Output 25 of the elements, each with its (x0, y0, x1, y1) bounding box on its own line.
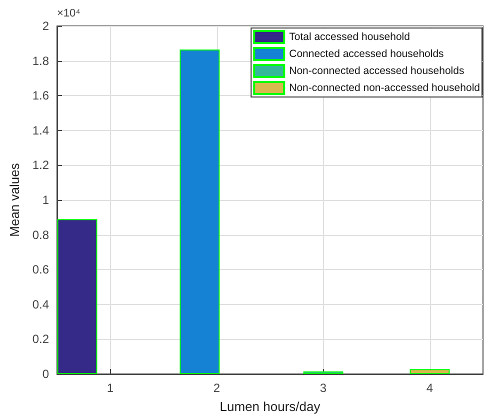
legend-label: Connected accessed households (289, 48, 444, 60)
y-tick-label: 1 (42, 193, 50, 207)
y-tick-label: 0 (42, 367, 50, 381)
y-tick-label: 0.6 (32, 262, 50, 277)
bar (57, 219, 98, 374)
y-tick-label: 1.2 (32, 158, 50, 172)
x-tick-label: 2 (213, 381, 220, 395)
y-tick-label: 0.2 (32, 332, 50, 346)
legend-label: Non-connected non-accessed household (289, 82, 480, 94)
y-axis-title: Mean values (7, 162, 22, 237)
legend-label: Total accessed household (289, 31, 410, 43)
legend-label: Non-connected accessed households (289, 65, 464, 77)
y-tick-label: 0.8 (32, 228, 50, 242)
y-tick-label: 2 (42, 19, 50, 33)
text: ×10⁴ (57, 8, 81, 20)
bar (180, 49, 220, 374)
y-tick-label: 1.8 (32, 54, 50, 68)
x-tick-label: 3 (320, 381, 327, 395)
bar (410, 369, 450, 374)
x-tick-label: 1 (106, 381, 114, 395)
y-tick-label: 0.4 (32, 297, 50, 312)
y-tick-label: 1.6 (32, 88, 50, 103)
x-tick-label: 4 (426, 381, 434, 395)
y-tick-label: 1.4 (32, 123, 50, 138)
x-axis-title: Lumen hours/day (220, 399, 321, 414)
